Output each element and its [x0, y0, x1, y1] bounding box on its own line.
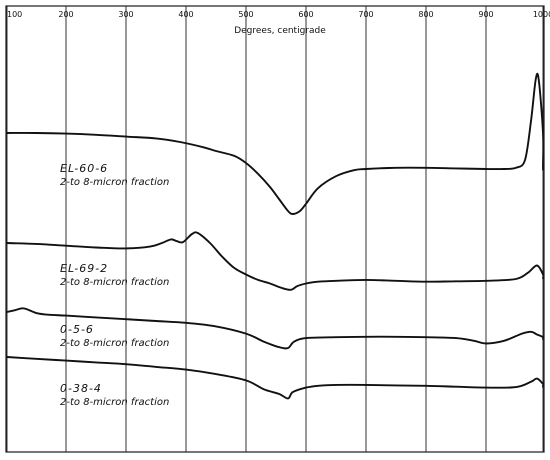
plot-frame — [5, 5, 545, 453]
curve-label-0-38-4: 0-38-4 — [60, 382, 102, 395]
x-tick-label-300: 300 — [118, 10, 133, 19]
curve-el-60-6 — [6, 72, 545, 215]
curve-sublabel-0-5-6: 2-to 8-micron fraction — [60, 338, 169, 349]
x-tick-label-400: 400 — [178, 10, 193, 19]
x-tick-label-500: 500 — [238, 10, 253, 19]
x-tick-labels: 100 200 300 400 500 600 700 800 900 1000 — [7, 10, 550, 19]
x-tick-label-700: 700 — [358, 10, 373, 19]
curve-labels: EL-60-6 2-to 8-micron fraction EL-69-2 2-to… — [60, 162, 169, 408]
x-tick-label-900: 900 — [478, 10, 493, 19]
curve-0-38-4 — [6, 356, 545, 400]
curve-sublabel-0-38-4: 2-to 8-micron fraction — [60, 397, 169, 408]
curve-el-69-2 — [6, 231, 545, 291]
curve-0-5-6 — [6, 307, 545, 350]
x-tick-label-800: 800 — [418, 10, 433, 19]
grid-layer — [6, 6, 544, 452]
x-tick-label-1000: 1000 — [533, 10, 550, 19]
x-tick-label-600: 600 — [298, 10, 313, 19]
curve-label-el-69-2: EL-69-2 — [60, 262, 108, 275]
curve-layer — [6, 72, 545, 400]
x-axis-title: Degrees, centigrade — [234, 26, 326, 36]
curve-label-0-5-6: 0-5-6 — [60, 323, 94, 336]
curve-label-el-60-6: EL-60-6 — [60, 162, 108, 175]
curve-sublabel-el-69-2: 2-to 8-micron fraction — [60, 277, 169, 288]
x-tick-label-100: 100 — [7, 10, 22, 19]
curve-sublabel-el-60-6: 2-to 8-micron fraction — [60, 177, 169, 188]
x-tick-label-200: 200 — [58, 10, 73, 19]
